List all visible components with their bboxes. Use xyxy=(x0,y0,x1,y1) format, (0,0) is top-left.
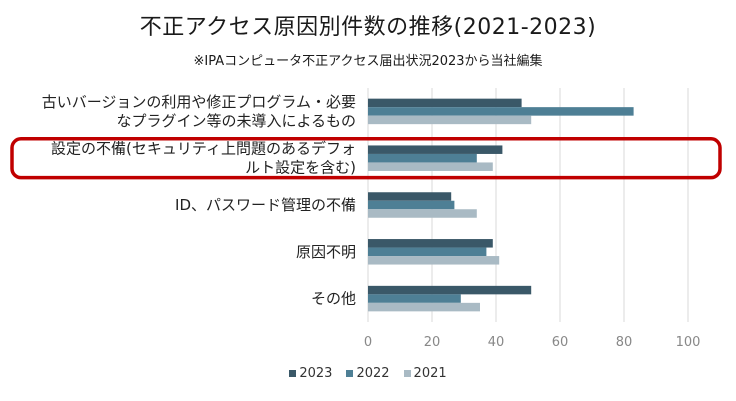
bar-2023-category-1 xyxy=(368,145,503,154)
x-tick-label-0: 0 xyxy=(364,335,372,350)
legend-swatch-2022 xyxy=(346,370,354,377)
bar-2021-category-3 xyxy=(368,256,500,265)
x-tick-label-40: 40 xyxy=(488,335,505,350)
bar-2022-category-3 xyxy=(368,247,487,257)
x-tick-label-80: 80 xyxy=(616,335,633,350)
bar-2023-category-3 xyxy=(368,239,493,248)
category-label-3-line-0: 原因不明 xyxy=(296,243,356,261)
chart-title: 不正アクセス原因別件数の推移(2021-2023) xyxy=(139,15,597,40)
legend-item-2022: 2022 xyxy=(346,366,390,381)
category-label-0-line-0: 古いバージョンの利用や修正プログラム・必要 xyxy=(42,93,356,111)
legend-swatch-2023 xyxy=(289,370,297,377)
legend-label-2021: 2021 xyxy=(413,366,447,381)
legend-swatch-2021 xyxy=(403,370,411,377)
legend-item-2023: 2023 xyxy=(289,366,332,381)
x-tick-label-100: 100 xyxy=(676,335,701,350)
legend-item-2021: 2021 xyxy=(403,366,447,381)
category-label-4-line-0: その他 xyxy=(311,290,356,308)
x-tick-label-20: 20 xyxy=(424,335,441,350)
bar-2023-category-2 xyxy=(368,192,452,201)
bar-2022-category-4 xyxy=(368,294,461,303)
chart-legend: 2023 2022 2021 xyxy=(0,366,736,381)
category-label-1-line-0: 設定の不備(セキュリティ上問題のあるデフォ xyxy=(51,140,356,158)
category-label-1-line-1: ルト設定を含む) xyxy=(245,159,356,177)
bar-2021-category-1 xyxy=(368,162,493,171)
category-label-2-line-0: ID、パスワード管理の不備 xyxy=(175,196,356,214)
bar-2023-category-0 xyxy=(368,98,522,108)
bar-2022-category-0 xyxy=(368,107,634,116)
legend-label-2023: 2023 xyxy=(299,366,333,381)
highlight-box xyxy=(10,137,722,180)
bar-2021-category-2 xyxy=(368,209,477,218)
x-tick-label-60: 60 xyxy=(552,335,569,350)
legend-label-2022: 2022 xyxy=(356,366,390,381)
bar-2021-category-0 xyxy=(368,115,532,125)
category-label-0-line-1: なプラグイン等の未導入によるもの xyxy=(116,112,356,130)
chart-subtitle: ※IPAコンピュータ不正アクセス届出状況2023から当社編集 xyxy=(193,54,543,69)
bar-2022-category-1 xyxy=(368,153,477,163)
bar-2023-category-4 xyxy=(368,285,532,295)
bar-2022-category-2 xyxy=(368,200,455,210)
bar-2021-category-4 xyxy=(368,302,480,312)
